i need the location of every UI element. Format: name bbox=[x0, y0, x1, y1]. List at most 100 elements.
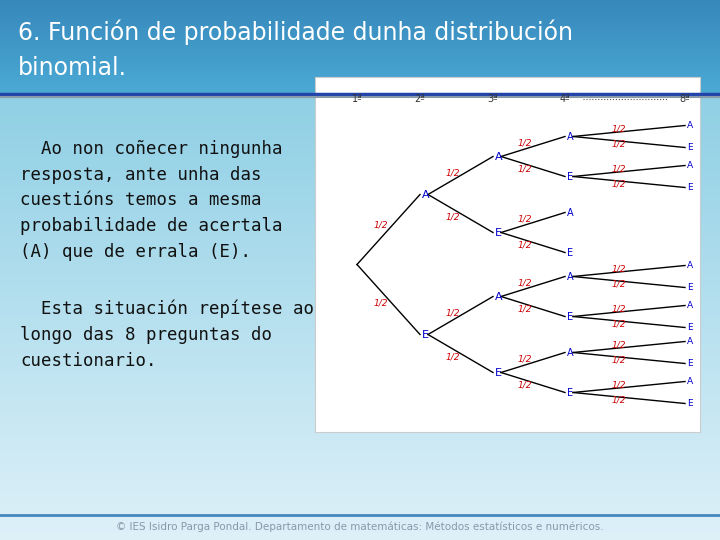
Text: 1/2: 1/2 bbox=[518, 139, 532, 148]
Bar bbox=[0, 32, 720, 35]
Text: A: A bbox=[687, 121, 693, 130]
Bar bbox=[0, 73, 720, 77]
Text: 1/2: 1/2 bbox=[373, 221, 388, 230]
Bar bbox=[0, 226, 720, 230]
Bar bbox=[0, 188, 720, 192]
Bar bbox=[0, 428, 720, 432]
Bar bbox=[0, 12, 720, 16]
Text: A: A bbox=[422, 190, 430, 199]
Bar bbox=[0, 79, 720, 82]
Bar bbox=[0, 355, 720, 359]
Bar bbox=[0, 347, 720, 351]
Bar bbox=[0, 120, 720, 124]
Bar bbox=[0, 534, 720, 537]
Bar bbox=[0, 9, 720, 12]
Bar bbox=[0, 504, 720, 508]
Bar bbox=[0, 150, 720, 154]
Bar bbox=[0, 223, 720, 227]
Bar bbox=[0, 307, 720, 310]
Bar bbox=[0, 72, 720, 76]
Bar bbox=[0, 34, 720, 38]
Bar bbox=[0, 142, 720, 146]
Bar bbox=[0, 320, 720, 324]
Text: E: E bbox=[687, 143, 693, 152]
Bar bbox=[0, 461, 720, 464]
Bar bbox=[0, 88, 720, 92]
Text: 1/2: 1/2 bbox=[612, 165, 626, 173]
Bar bbox=[0, 145, 720, 148]
Bar bbox=[0, 453, 720, 456]
Bar bbox=[0, 431, 720, 435]
Bar bbox=[0, 326, 720, 329]
Bar bbox=[0, 29, 720, 32]
Bar bbox=[0, 439, 720, 443]
Text: 2ª: 2ª bbox=[415, 94, 426, 104]
Bar bbox=[0, 380, 720, 383]
Text: 1/2: 1/2 bbox=[518, 241, 532, 250]
Bar bbox=[0, 523, 720, 526]
Bar bbox=[0, 517, 720, 521]
Bar bbox=[0, 110, 720, 113]
Bar bbox=[0, 10, 720, 14]
Bar bbox=[0, 53, 720, 57]
Bar bbox=[0, 312, 720, 316]
Bar bbox=[0, 231, 720, 235]
Text: A: A bbox=[567, 207, 574, 218]
Text: E: E bbox=[422, 329, 429, 340]
Bar bbox=[0, 274, 720, 278]
Bar bbox=[0, 220, 720, 224]
Text: 1/2: 1/2 bbox=[612, 395, 626, 404]
Bar bbox=[0, 480, 720, 483]
Bar bbox=[0, 288, 720, 292]
Text: A: A bbox=[567, 132, 574, 141]
Bar bbox=[0, 396, 720, 400]
Bar bbox=[0, 412, 720, 416]
Bar bbox=[0, 323, 720, 327]
Bar bbox=[0, 36, 720, 39]
Bar bbox=[0, 183, 720, 186]
Bar bbox=[0, 512, 720, 516]
Text: 1/2: 1/2 bbox=[612, 265, 626, 273]
Bar bbox=[0, 301, 720, 305]
Bar bbox=[0, 264, 720, 267]
Text: E: E bbox=[495, 368, 502, 377]
Text: 1/2: 1/2 bbox=[612, 125, 626, 133]
Bar bbox=[0, 107, 720, 111]
Bar bbox=[0, 18, 720, 22]
Text: E: E bbox=[567, 388, 573, 397]
Text: binomial.: binomial. bbox=[18, 56, 127, 80]
Bar bbox=[0, 242, 720, 246]
Bar bbox=[0, 58, 720, 62]
Bar bbox=[0, 350, 720, 354]
Bar bbox=[0, 123, 720, 127]
Bar bbox=[0, 285, 720, 289]
Bar bbox=[0, 417, 720, 421]
Bar bbox=[0, 385, 720, 389]
Bar bbox=[0, 255, 720, 259]
Bar bbox=[0, 204, 720, 208]
Bar bbox=[0, 95, 720, 98]
Bar bbox=[0, 21, 720, 24]
Text: 4ª: 4ª bbox=[559, 94, 570, 104]
Bar bbox=[0, 52, 720, 55]
Bar bbox=[0, 404, 720, 408]
Bar bbox=[0, 261, 720, 265]
Bar bbox=[0, 374, 720, 378]
Bar bbox=[0, 469, 720, 472]
Bar bbox=[0, 353, 720, 356]
Bar bbox=[0, 450, 720, 454]
Bar bbox=[0, 407, 720, 410]
Bar bbox=[0, 291, 720, 294]
Bar bbox=[0, 334, 720, 338]
Bar bbox=[0, 80, 720, 84]
Bar bbox=[0, 153, 720, 157]
Bar bbox=[0, 193, 720, 197]
Text: 1ª: 1ª bbox=[351, 94, 362, 104]
Bar bbox=[0, 93, 720, 97]
Bar bbox=[0, 39, 720, 43]
Bar bbox=[0, 75, 720, 78]
Text: A: A bbox=[687, 301, 693, 310]
Text: 1/2: 1/2 bbox=[612, 355, 626, 364]
Bar bbox=[0, 61, 720, 65]
Bar bbox=[0, 234, 720, 238]
